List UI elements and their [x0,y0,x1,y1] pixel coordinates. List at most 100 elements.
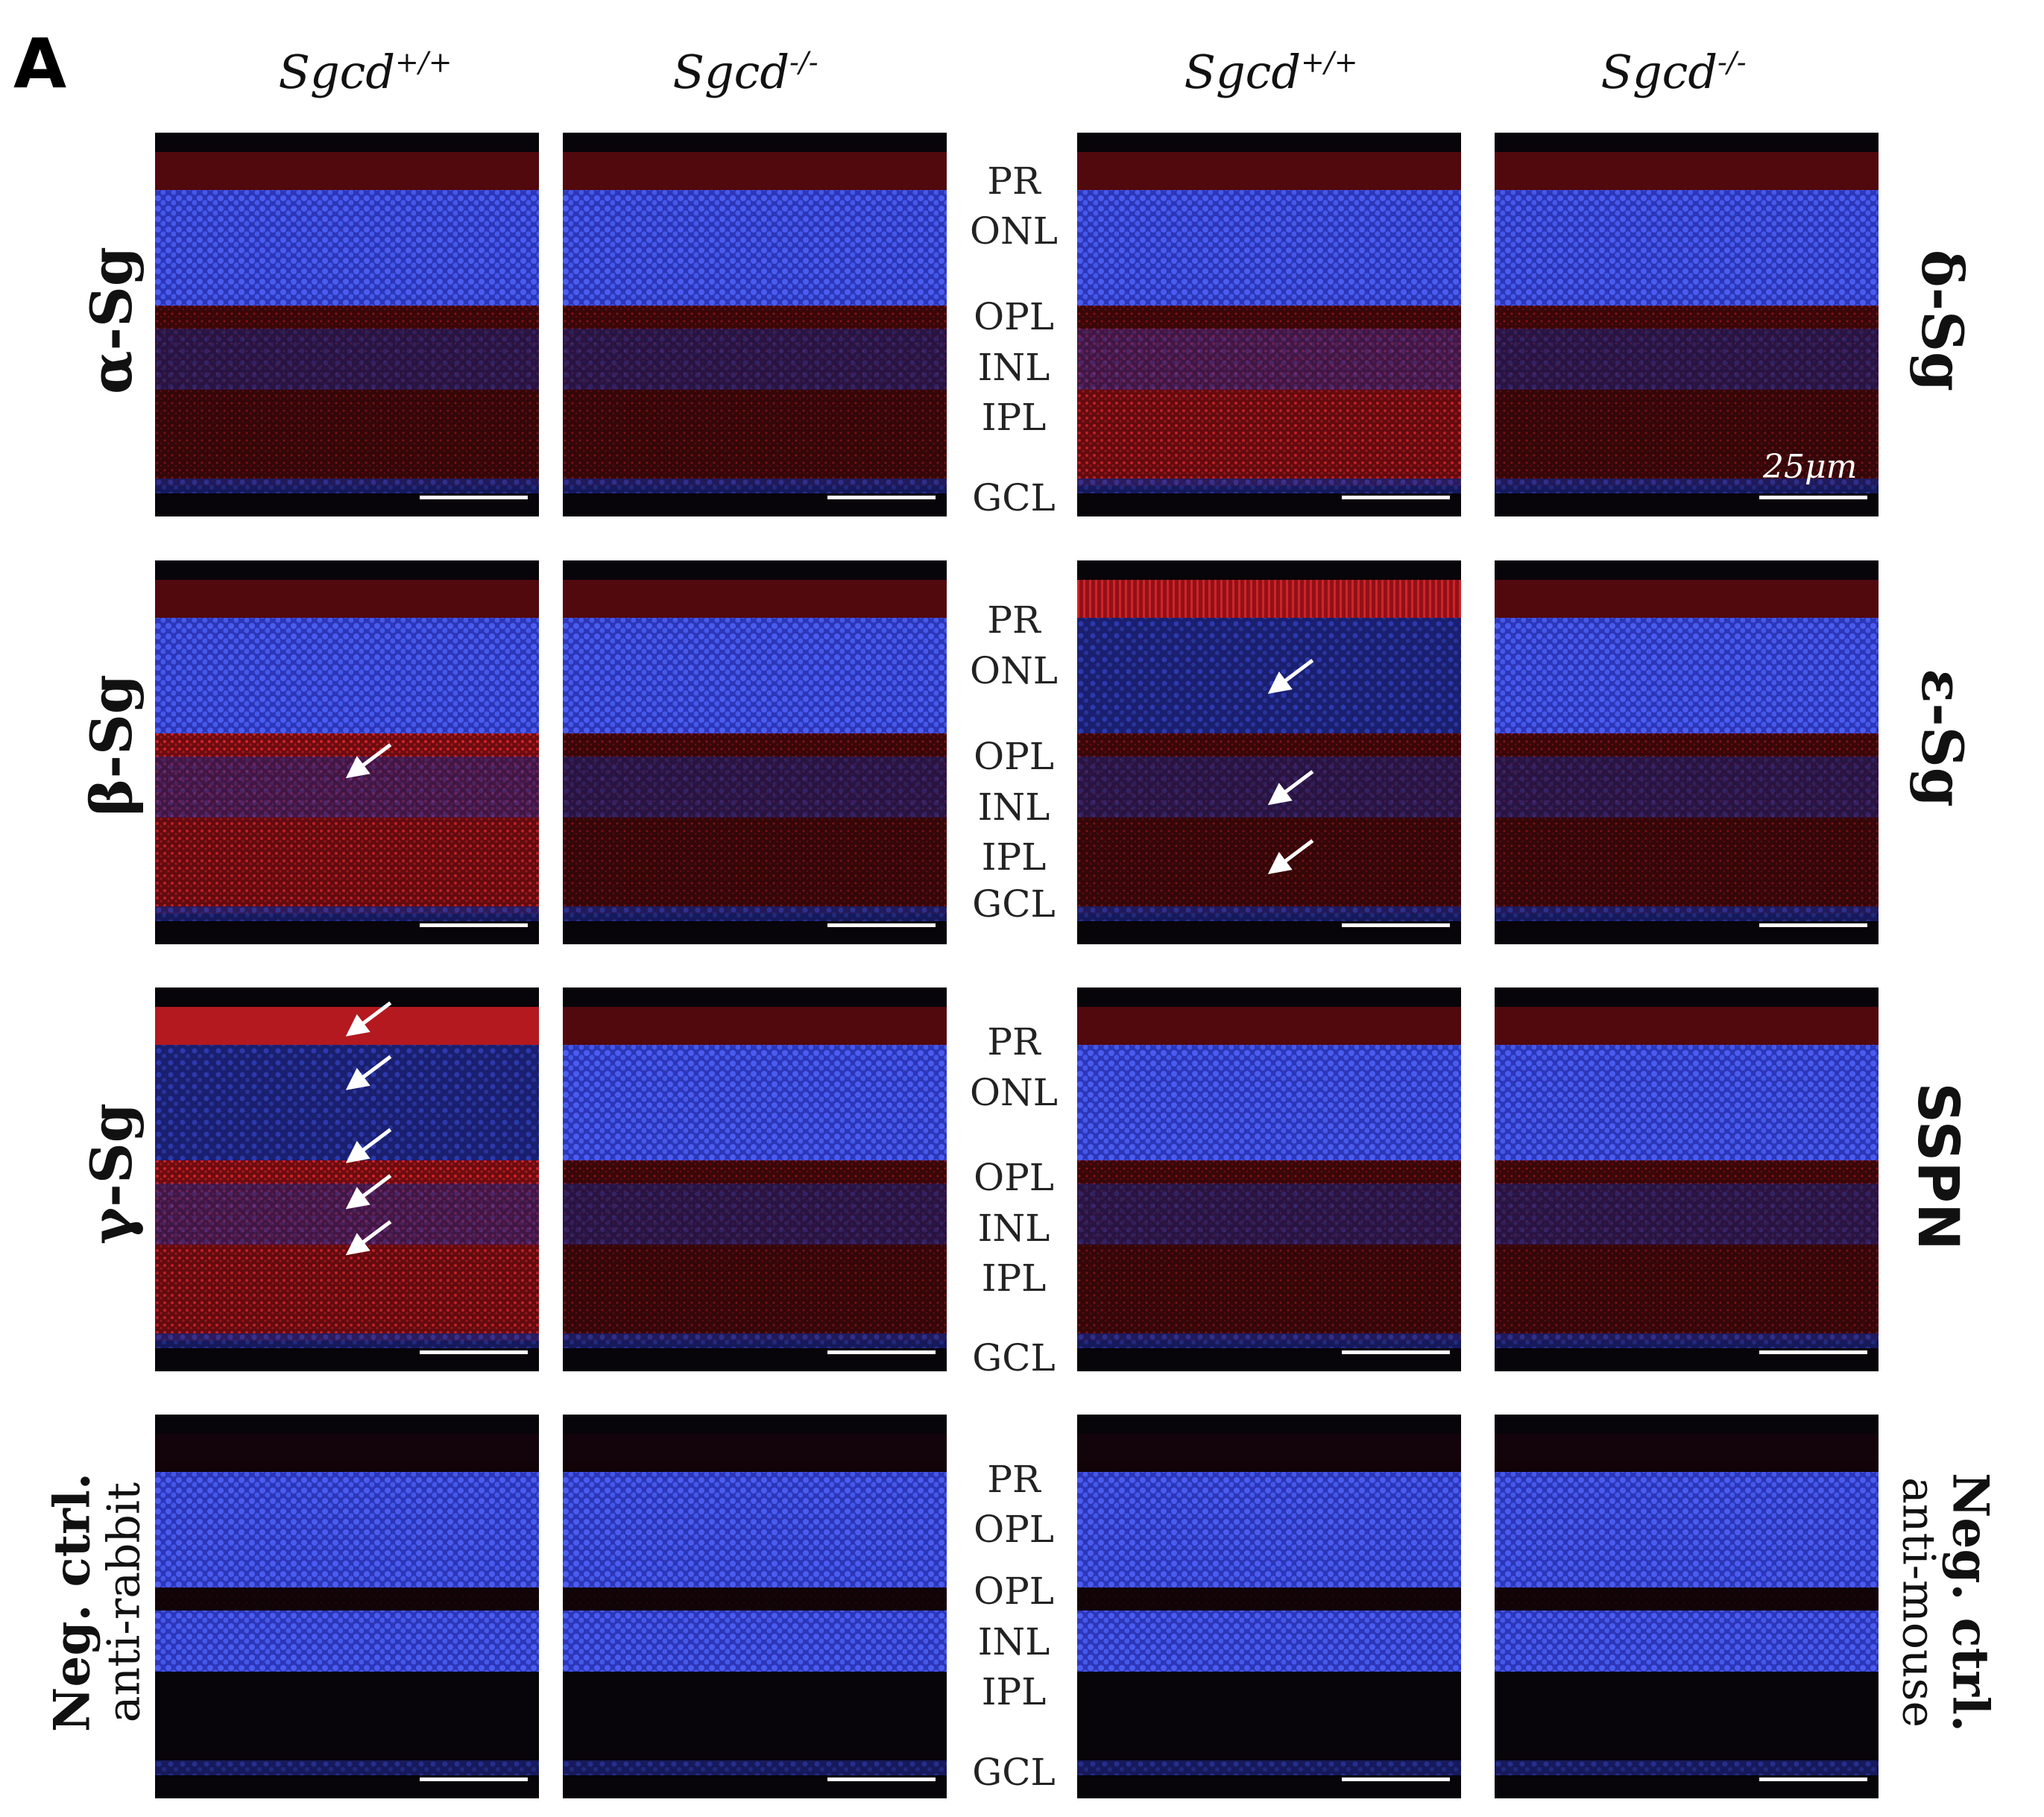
retina-layer-band [1495,1611,1879,1672]
retina-layer-band [1495,152,1879,191]
arrow-icon [1267,770,1314,806]
genotype: -/- [789,45,818,79]
scale-bar [420,1350,528,1354]
retina-layer-band [1495,478,1879,494]
layer-label-inl: INL [977,1207,1050,1250]
retina-layer-band [155,1007,539,1046]
retina-layer-band [155,329,539,390]
scale-bar [1759,923,1867,927]
retina-layer-band [1077,329,1461,390]
row-label-line2: anti-mouse [1892,1477,1945,1728]
arrow-icon [345,743,392,779]
retina-layer-band [563,733,947,756]
micrograph-row4-col1 [155,1415,539,1798]
retina-layer-band [155,1611,539,1672]
retina-layer-band [155,618,539,733]
column-header-wt-2: Sgcd+/+ [1184,45,1357,100]
retina-layer-band [155,1245,539,1341]
layer-label-ipl: IPL [981,396,1047,439]
retina-layer-band [155,190,539,306]
retina-layer-band [155,1045,539,1160]
layer-label-pr: PR [987,159,1041,203]
retina-layer-band [563,1333,947,1349]
retina-layer-band [1495,390,1879,486]
retina-layer-band [563,818,947,914]
retina-layer-band [155,1472,539,1587]
column-header-wt-1: Sgcd+/+ [278,45,452,100]
micrograph-row3-col1 [155,987,539,1371]
retina-layer-band [1495,580,1879,619]
retina-layer-band [1077,733,1461,756]
arrow-icon [345,1128,392,1163]
layer-label-ipl: IPL [981,835,1047,879]
retina-layer-band [155,390,539,486]
retina-layer-band [1495,756,1879,818]
retina-layer-band [155,580,539,619]
retina-layer-band [155,1672,539,1768]
retina-layer-band [1077,1007,1461,1046]
retina-layer-band [1495,1007,1879,1046]
retina-layer-band [1495,1472,1879,1587]
retina-layer-band [155,906,539,922]
retina-layer-band [155,478,539,494]
retina-layer-band [155,756,539,818]
scale-bar [827,923,936,927]
arrow-icon [345,1174,392,1210]
retina-layer-band [1495,818,1879,914]
retina-layer-band [155,1333,539,1349]
retina-layer-band [1077,190,1461,306]
scale-bar [827,1777,936,1781]
retina-layer-band [155,1587,539,1611]
retina-layer-band [1077,906,1461,922]
retina-layer-band [1495,1245,1879,1341]
retina-layer-band [563,306,947,329]
layer-label-opl: OPL [974,735,1054,778]
retina-layer-band [155,1184,539,1245]
retina-layer-band [1495,306,1879,329]
retina-layer-band [563,390,947,486]
retina-layer-band [155,152,539,191]
retina-layer-band [563,1472,947,1587]
row-label-epsilon-sg: ε-Sg [1908,669,1975,807]
retina-layer-band [155,818,539,914]
retina-layer-band [155,1415,539,1461]
micrograph-row1-col1 [155,133,539,516]
retina-layer-band [563,1045,947,1160]
retina-layer-band [155,1160,539,1184]
row-label-line1: Neg. ctrl. [1941,1473,2000,1732]
scale-bar-label: 25μm [1763,448,1858,486]
retina-layer-band [563,1611,947,1672]
row-label-beta-sg: β-Sg [78,674,145,817]
retina-layer-band [1077,1472,1461,1587]
scale-bar [1759,1777,1867,1781]
row-label-alpha-sg: α-Sg [78,246,145,395]
layer-label-onl: ONL [970,209,1058,253]
row-label-line2: anti-rabbit [98,1482,151,1723]
retina-layer-band [1077,478,1461,494]
row-label-delta-sg: δ-Sg [1908,249,1975,392]
micrograph-row2-col4 [1495,560,1879,944]
retina-layer-band [1077,818,1461,914]
retina-layer-band [563,1434,947,1473]
genotype: +/+ [395,45,452,79]
retina-layer-band [1495,1333,1879,1349]
retina-layer-band [563,190,947,306]
scale-bar [420,923,528,927]
retina-layer-band [563,1245,947,1341]
retina-layer-band [1495,329,1879,390]
retina-layer-band [1495,1184,1879,1245]
retina-layer-band [563,618,947,733]
retina-layer-band [563,1160,947,1184]
row-label-sspn: SSPN [1905,1082,1972,1251]
micrograph-row4-col3 [1077,1415,1461,1798]
retina-layer-band [563,580,947,619]
scale-bar [827,496,936,499]
micrograph-row1-col3 [1077,133,1461,516]
layer-label-inl: INL [977,346,1050,389]
micrograph-row2-col3 [1077,560,1461,944]
micrograph-row3-col2 [563,987,947,1371]
layer-label-ipl: IPL [981,1257,1047,1300]
micrograph-row2-col2 [563,560,947,944]
retina-layer-band [1495,1045,1879,1160]
micrograph-row2-col1 [155,560,539,944]
